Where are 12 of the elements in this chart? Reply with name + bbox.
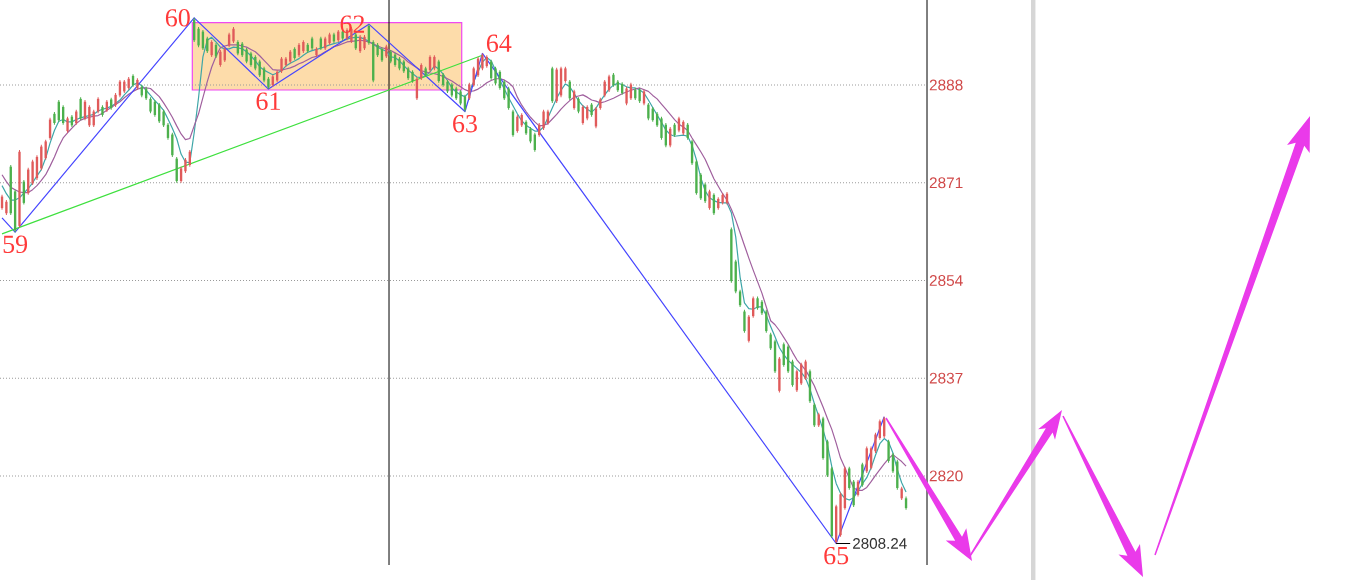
annotation: 60 [165, 9, 190, 27]
annotation: 64 [486, 34, 512, 53]
y-tick-label: 2888 [929, 79, 963, 91]
annotation: 63 [453, 114, 477, 133]
y-tick-label: 2871 [929, 177, 963, 189]
annotation: 2808.24 [853, 538, 907, 549]
annotation: 61 [256, 92, 280, 110]
y-tick-label: 2854 [929, 275, 963, 286]
y-tick-label: 2837 [929, 372, 963, 384]
y-tick-label: 2820 [929, 470, 963, 482]
annotation: 59 [3, 235, 28, 254]
annotation: 65 [824, 546, 849, 565]
